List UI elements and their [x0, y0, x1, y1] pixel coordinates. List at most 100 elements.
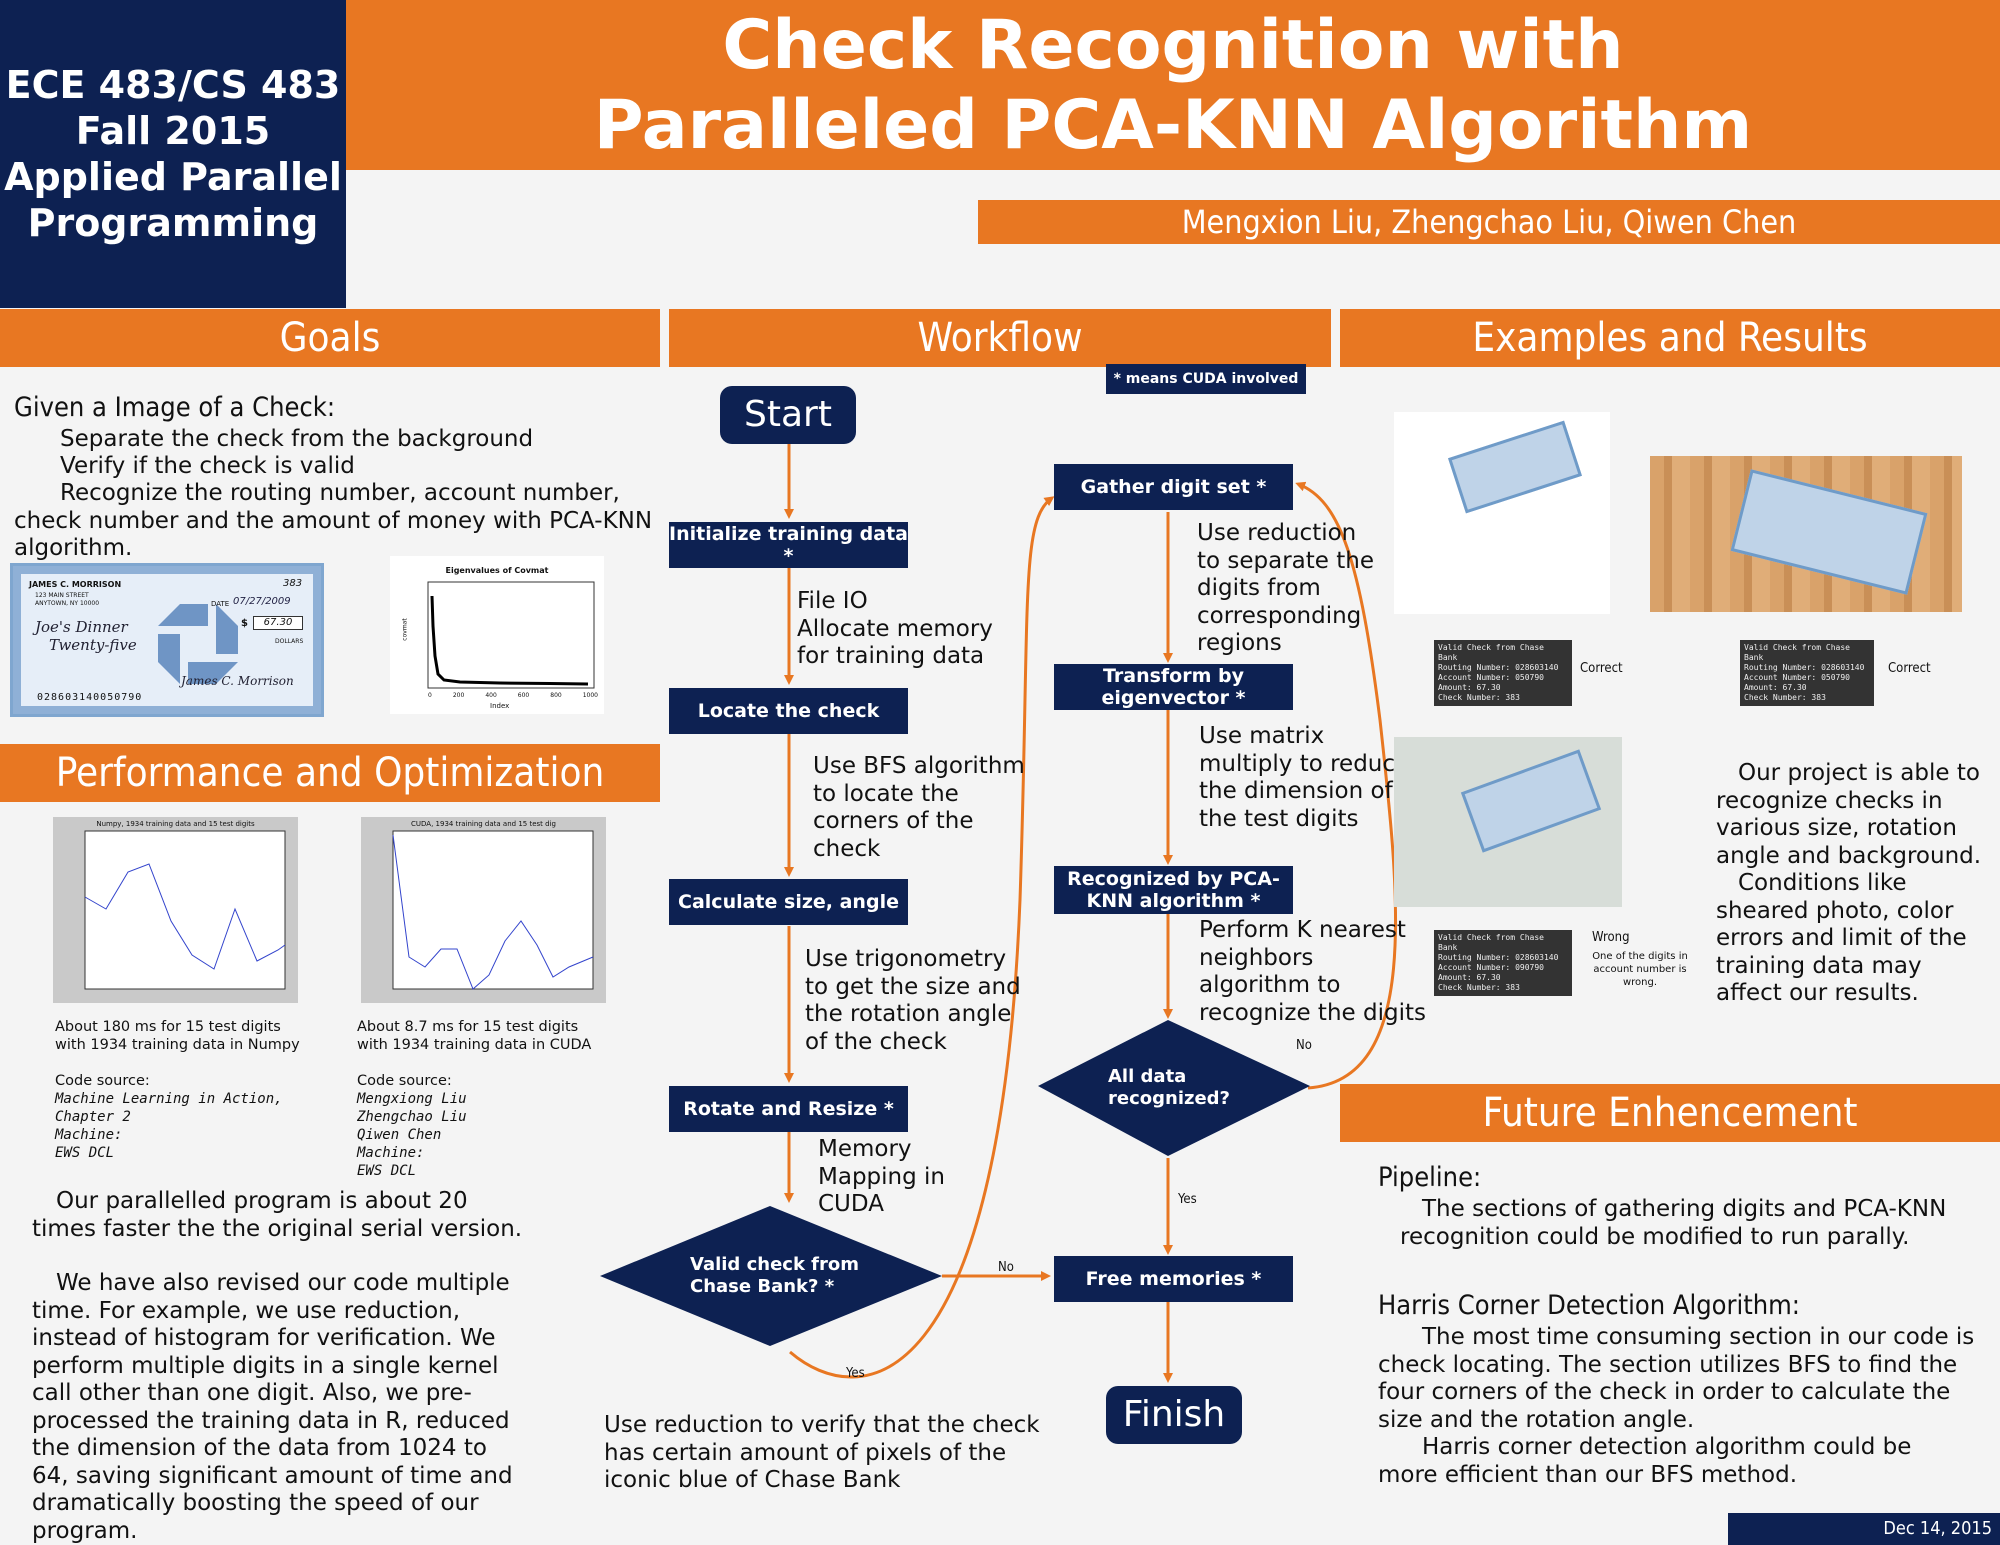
check-amount-words: Twenty-five — [49, 636, 137, 654]
plot-title: CUDA, 1934 training data and 15 test dig — [411, 820, 556, 828]
result-correct: Correct — [1888, 661, 1931, 676]
tick-label: 600 — [517, 692, 530, 699]
check-date-label: DATE — [211, 600, 230, 608]
console-line: Account Number: 050790 — [1438, 673, 1544, 682]
course-line: Fall 2015 — [75, 109, 271, 153]
eigenvalue-plot: Eigenvalues of Covmat covmat Index 0 200… — [390, 556, 604, 714]
cuda-timing-plot: CUDA, 1934 training data and 15 test dig — [361, 817, 606, 1003]
numpy-caption: About 180 ms for 15 test digits with 193… — [55, 1019, 300, 1053]
source-line: Machine Learning in Action, — [55, 1091, 283, 1107]
console-line: Routing Number: 028603140 — [1438, 663, 1559, 672]
console-line: Account Number: 050790 — [1744, 673, 1850, 682]
step-free-memories: Free memories * — [1054, 1256, 1293, 1302]
console-line: Valid Check from Chase Bank — [1744, 643, 1850, 662]
examples-summary: Conditions like sheared photo, color err… — [1716, 870, 1967, 1006]
numpy-source: Machine Learning in Action, Chapter 2 Ma… — [55, 1090, 283, 1162]
harris-title: Harris Corner Detection Algorithm: — [1378, 1290, 1800, 1321]
source-line: Chapter 2 — [55, 1109, 131, 1125]
pipeline-title: Pipeline: — [1378, 1162, 1482, 1193]
console-line: Amount: 67.30 — [1744, 683, 1807, 692]
future-heading: Future Enhencement — [1340, 1084, 2000, 1142]
note-transform: Use matrix multiply to reduce the dimens… — [1199, 723, 1410, 832]
authors-bar: Mengxion Liu, Zhengchao Liu, Qiwen Chen — [978, 200, 2000, 244]
step-all-data-recognized: All data recognized? — [1108, 1066, 1231, 1109]
step-init-training: Initialize training data * — [669, 522, 909, 568]
performance-paragraph: Our parallelled program is about 20 time… — [32, 1188, 523, 1242]
title-banner: Check Recognition with Paralleled PCA-KN… — [346, 0, 2000, 170]
step-rotate-resize: Rotate and Resize * — [669, 1086, 908, 1132]
no-label: No — [1296, 1038, 1312, 1053]
console-line: Amount: 67.30 — [1438, 683, 1501, 692]
result-correct: Correct — [1580, 661, 1623, 676]
check-address: 123 MAIN STREET — [35, 592, 89, 599]
example-photo-gray — [1394, 737, 1622, 907]
yes-label: Yes — [1178, 1192, 1197, 1207]
cuda-note: * means CUDA involved — [1106, 364, 1306, 394]
console-line: Routing Number: 028603140 — [1744, 663, 1865, 672]
step-calculate-size: Calculate size, angle — [669, 879, 908, 925]
check-micr: 028603140050790 — [37, 692, 143, 703]
goals-intro: Given a Image of a Check: — [14, 392, 336, 423]
console-line: Account Number: 090790 — [1438, 963, 1544, 972]
console-line: Routing Number: 028603140 — [1438, 953, 1559, 962]
plot-title: Numpy, 1934 training data and 15 test di… — [96, 820, 255, 828]
goal-item: Verify if the check is valid — [60, 453, 355, 479]
performance-paragraph: We have also revised our code multiple t… — [32, 1270, 513, 1544]
performance-heading: Performance and Optimization — [0, 744, 660, 802]
step-pca-knn: Recognized by PCA-KNN algorithm * — [1054, 866, 1293, 914]
rotated-check-image — [1448, 420, 1582, 514]
console-output: Valid Check from Chase Bank Routing Numb… — [1434, 640, 1572, 706]
cuda-source: Mengxiong Liu Zhengchao Liu Qiwen Chen M… — [357, 1090, 467, 1180]
workflow-heading: Workflow — [669, 309, 1331, 367]
footer-date: Dec 14, 2015 — [1728, 1513, 2000, 1545]
source-line: Mengxiong Liu — [357, 1091, 467, 1107]
tick-label: 400 — [485, 692, 497, 699]
plot-title: Eigenvalues of Covmat — [445, 566, 549, 575]
check-address: ANYTOWN, NY 10000 — [35, 600, 100, 607]
note-init: File IO Allocate memory for training dat… — [797, 588, 993, 669]
finish-terminal: Finish — [1106, 1386, 1242, 1444]
no-label: No — [998, 1260, 1014, 1275]
console-line: Amount: 67.30 — [1438, 973, 1501, 982]
course-line: Programming — [27, 201, 319, 245]
all-data-diamond — [1038, 1020, 1310, 1156]
check-date: 07/27/2009 — [233, 596, 291, 607]
source-line: Machine: — [55, 1127, 123, 1143]
check-dollars-label: DOLLARS — [275, 638, 304, 645]
note-locate: Use BFS algorithm to locate the corners … — [813, 753, 1025, 862]
code-source-label: Code source: — [357, 1073, 452, 1089]
source-line: Qiwen Chen — [357, 1127, 442, 1143]
course-line: ECE 483/CS 483 — [5, 63, 341, 107]
dollar-sign-icon: $ — [241, 618, 248, 629]
note-gather: Use reduction to separate the digits fro… — [1197, 520, 1375, 656]
tick-label: 800 — [550, 692, 562, 699]
console-line: Check Number: 383 — [1744, 693, 1826, 702]
cuda-caption: About 8.7 ms for 15 test digits with 193… — [357, 1019, 592, 1053]
title-line: Check Recognition with — [722, 6, 1624, 85]
code-source-label: Code source: — [55, 1073, 150, 1089]
harris-text: The most time consuming section in our c… — [1378, 1324, 1975, 1433]
rotated-check-image — [1460, 749, 1602, 853]
note-recognized: Perform K nearest neighbors algorithm to… — [1199, 917, 1426, 1026]
plot-xlabel: Index — [490, 702, 510, 710]
step-valid-check: Valid check from Chase Bank? * — [690, 1254, 860, 1297]
tick-label: 200 — [452, 692, 465, 699]
numpy-plot-area — [84, 830, 286, 990]
goals-heading: Goals — [0, 309, 660, 367]
chase-logo-icon — [158, 604, 238, 684]
tick-label: 1000 — [582, 692, 598, 699]
plot-xticks: 0 200 400 600 800 1000 — [428, 692, 598, 699]
check-signature: James C. Morrison — [181, 674, 294, 688]
tick-label: 0 — [428, 692, 432, 699]
goal-item: Recognize the routing number, account nu… — [14, 480, 653, 561]
harris-text: Harris corner detection algorithm could … — [1378, 1434, 1912, 1488]
console-line: Check Number: 383 — [1438, 983, 1520, 992]
pipeline-text: The sections of gathering digits and PCA… — [1400, 1196, 1947, 1250]
console-output: Valid Check from Chase Bank Routing Numb… — [1740, 640, 1874, 706]
check-amount: 67.30 — [253, 616, 303, 630]
console-line: Valid Check from Chase Bank — [1438, 643, 1544, 662]
step-gather-digits: Gather digit set * — [1054, 464, 1293, 510]
goal-item: Separate the check from the background — [60, 426, 534, 452]
rotated-check-image — [1730, 469, 1928, 595]
result-wrong: Wrong — [1592, 930, 1630, 945]
